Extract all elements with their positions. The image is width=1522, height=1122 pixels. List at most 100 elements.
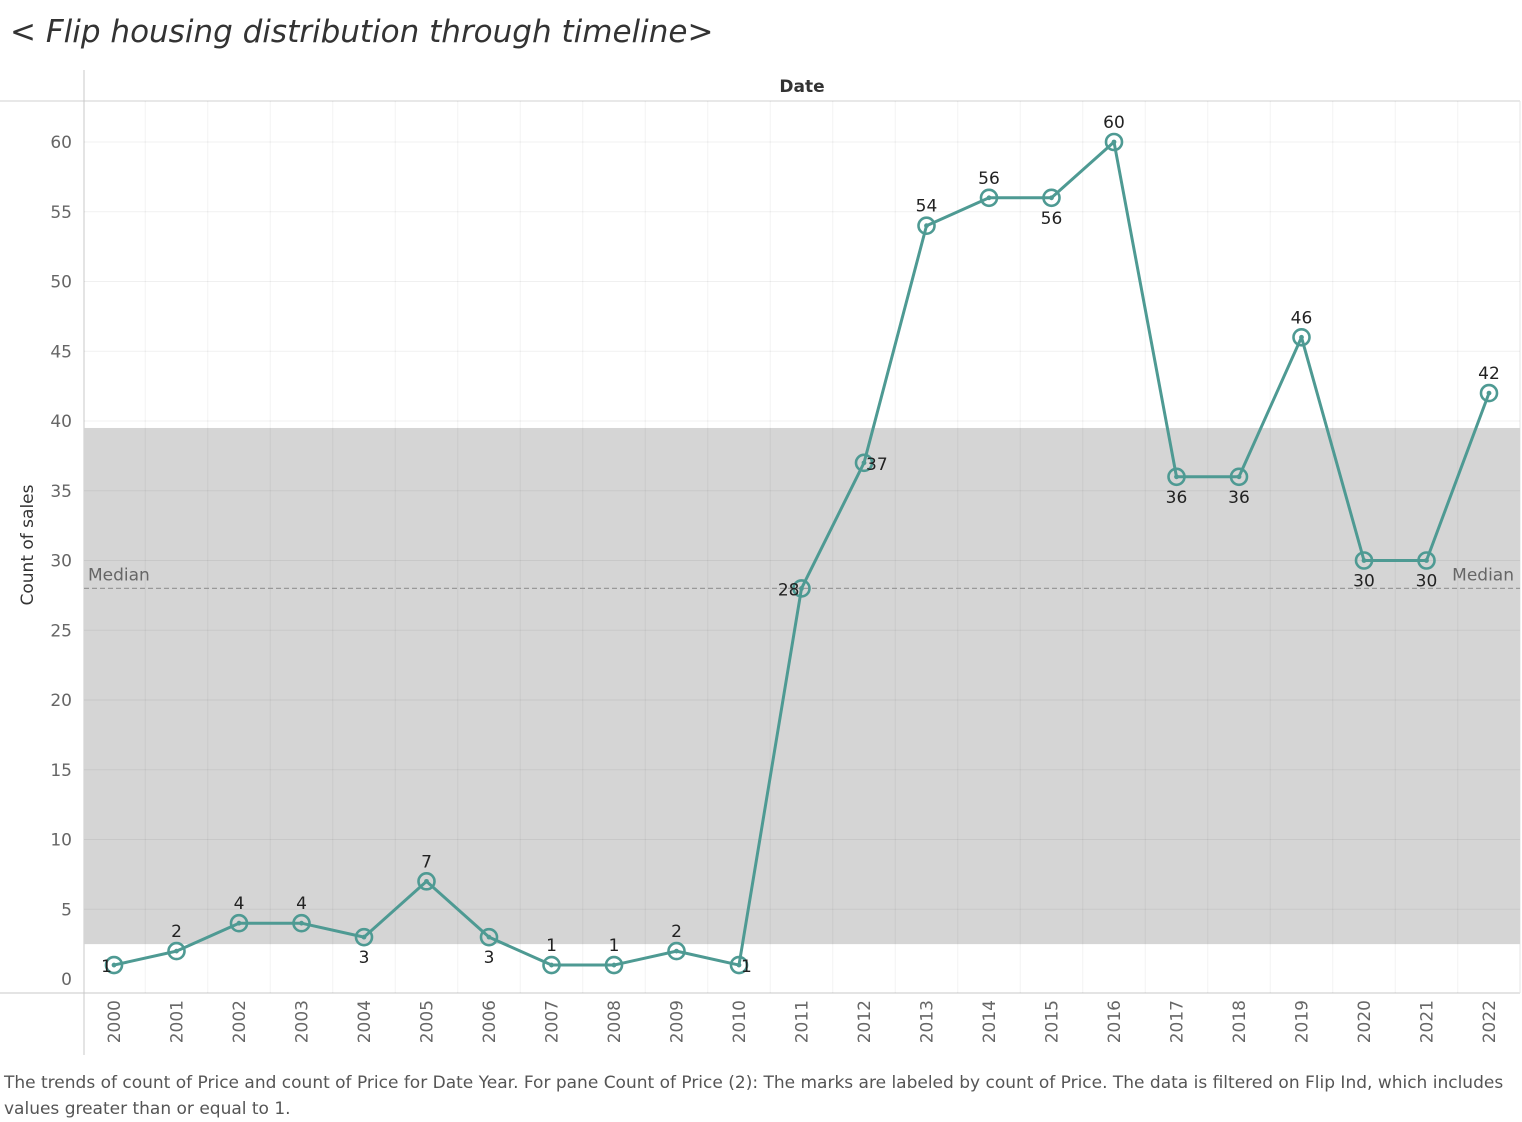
data-label: 36 <box>1166 488 1188 508</box>
point-ring <box>604 955 624 975</box>
data-label: 37 <box>866 455 888 475</box>
point-dot <box>1361 558 1367 563</box>
point-dot <box>674 948 679 954</box>
data-label: 30 <box>1416 572 1438 592</box>
x-tick-label: 2006 <box>480 1000 500 1043</box>
data-label: 4 <box>234 894 245 914</box>
x-tick-label: 2009 <box>668 1000 688 1043</box>
point-dot <box>361 934 367 940</box>
y-tick-label: 20 <box>50 691 72 711</box>
data-label: 4 <box>296 894 307 914</box>
x-tick-label: 2012 <box>855 1000 875 1043</box>
x-tick-label: 2016 <box>1105 1000 1125 1043</box>
point-ring <box>1417 551 1436 570</box>
point-ring <box>104 955 124 975</box>
point-ring <box>417 872 436 891</box>
x-tick-label: 2017 <box>1168 1000 1188 1043</box>
data-label: 1 <box>741 957 752 977</box>
reference-band <box>84 427 1520 945</box>
y-tick-label: 10 <box>50 831 72 851</box>
point-dot <box>924 223 929 229</box>
x-tick-label: 2002 <box>230 1000 250 1043</box>
point-ring <box>1104 132 1124 152</box>
y-tick-label: 40 <box>50 412 72 432</box>
point-dot <box>299 920 304 926</box>
point-dot <box>1299 334 1304 340</box>
data-point <box>1104 132 1124 152</box>
point-dot <box>236 920 242 926</box>
point-ring <box>1479 383 1499 403</box>
y-axis: 0 5 10 15 20 25 30 35 40 45 50 55 60 <box>50 133 72 990</box>
data-label: 1 <box>101 957 112 977</box>
data-point <box>792 579 811 598</box>
y-tick-label: 35 <box>50 482 72 502</box>
x-tick-label: 2005 <box>418 1000 438 1043</box>
data-label: 7 <box>421 852 432 872</box>
y-tick-label: 45 <box>50 342 72 362</box>
median-line: Median Median <box>84 565 1520 590</box>
data-point <box>479 927 499 947</box>
data-label: 3 <box>359 948 370 968</box>
point-ring <box>1229 467 1249 487</box>
point-ring <box>1042 188 1061 208</box>
chart-title: < Flip housing distribution through time… <box>10 14 714 50</box>
data-point <box>729 955 749 975</box>
y-tick-label: 50 <box>50 273 72 293</box>
x-tick-label: 2015 <box>1043 1000 1063 1043</box>
data-label: 3 <box>484 948 495 968</box>
data-label: 28 <box>778 580 800 600</box>
point-ring <box>167 941 186 961</box>
point-dot <box>1111 139 1117 145</box>
median-label-right: Median <box>1452 565 1514 585</box>
x-tick-label: 2018 <box>1230 1000 1250 1043</box>
x-tick-label: 2011 <box>793 1000 813 1043</box>
point-dot <box>1174 474 1179 480</box>
point-ring <box>479 927 499 947</box>
data-label: 46 <box>1291 308 1313 328</box>
data-point <box>229 913 249 933</box>
gridlines <box>84 101 1520 993</box>
point-dot <box>861 460 867 466</box>
point-dot <box>1424 558 1429 563</box>
y-tick-label: 60 <box>50 133 72 153</box>
point-ring <box>1292 327 1311 347</box>
data-label: 56 <box>1041 209 1063 229</box>
point-ring <box>729 955 749 975</box>
data-point <box>917 216 936 235</box>
data-point <box>604 955 624 975</box>
x-tick-label: 2004 <box>355 1000 375 1043</box>
point-dot <box>424 878 429 884</box>
x-tick-label: 2022 <box>1480 1000 1500 1043</box>
data-point <box>1479 383 1499 403</box>
y-tick-label: 55 <box>50 203 72 223</box>
point-dot <box>736 962 742 968</box>
x-tick-label: 2014 <box>980 1000 1000 1043</box>
data-point <box>1229 467 1249 487</box>
point-dot <box>1049 195 1054 201</box>
x-tick-label: 2019 <box>1293 1000 1313 1043</box>
point-dot <box>1486 390 1492 396</box>
data-point <box>542 955 561 975</box>
point-dot <box>986 195 992 201</box>
x-tick-label: 2013 <box>918 1000 938 1043</box>
data-label: 36 <box>1228 488 1250 508</box>
point-ring <box>354 927 374 947</box>
x-axis: 2000 2001 2002 2003 2004 2005 2006 2007 2008 2009… <box>105 1000 1500 1043</box>
data-label: 1 <box>609 936 620 956</box>
chart-caption: The trends of count of Price and count o… <box>4 1073 1504 1119</box>
y-axis-title: Count of sales <box>18 484 38 605</box>
data-points <box>104 132 1499 975</box>
data-point <box>1167 467 1186 487</box>
point-dot <box>1236 474 1242 480</box>
data-point <box>1292 327 1311 347</box>
point-ring <box>229 913 249 933</box>
point-dot <box>611 962 617 968</box>
data-label: 30 <box>1353 572 1375 592</box>
data-point <box>854 453 874 473</box>
data-label: 56 <box>978 169 1000 189</box>
x-tick-label: 2020 <box>1355 1000 1375 1043</box>
data-point <box>1354 551 1374 570</box>
data-label: 2 <box>671 922 682 942</box>
point-dot <box>486 934 492 940</box>
data-point <box>979 188 999 208</box>
